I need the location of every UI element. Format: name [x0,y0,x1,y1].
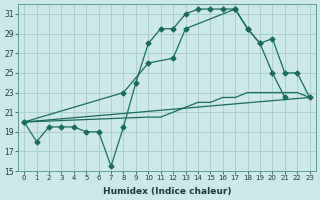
X-axis label: Humidex (Indice chaleur): Humidex (Indice chaleur) [103,187,231,196]
